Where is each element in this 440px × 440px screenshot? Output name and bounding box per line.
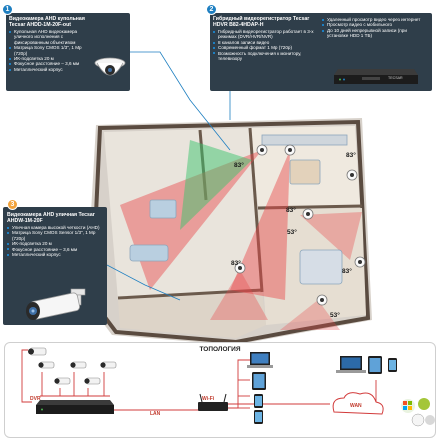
dvr-recorder-icon [334,69,418,84]
angle-label: 83° [342,268,352,275]
plan-camera-1 [256,144,268,156]
dome-camera-info-panel: 1 Видеокамера AHD купольная Tecsar AHDD-… [2,4,130,91]
spec-item: Фокусное расстояние – 3,6 мм [7,247,104,252]
spec-item: Гибридный видеорегистратор работает в 3-… [213,29,317,40]
hall-floor [118,290,266,338]
view-cone-red-2 [230,150,290,300]
bed [299,249,343,285]
spec-item: До 10 дней непрерывной записи (при устан… [322,28,428,39]
table [149,199,177,219]
plan-camera-3 [346,169,358,181]
dvr-info-panel: 2 Гибридный видеорегистратор Tecsar HDVR… [206,4,432,91]
view-cone-red-4 [210,270,268,320]
angle-label: 53° [287,229,297,236]
plan-camera-5 [234,262,246,274]
plan-camera-2 [284,144,296,156]
sofa [129,244,169,262]
angle-label: 83° [346,152,356,159]
spec-list: Гибридный видеорегистратор работает в 3-… [213,29,317,61]
dining-table [289,159,321,185]
spec-list: Купольная AHD видеокамера уличного испол… [9,29,89,72]
spec-item: Купольная AHD видеокамера уличного испол… [9,29,89,45]
dvr-brand-label: TECSAR [388,76,403,80]
panel-title: Гибридный видеорегистратор Tecsar HDVR B… [213,16,310,28]
panel-number-badge: 3 [7,199,18,210]
view-cone-green-1 [180,140,252,230]
spec-item: Удаленный просмотр видео через интернет [322,17,428,22]
bullet-camera-icon [26,288,86,320]
dvr-label: DVR [30,396,41,402]
connector-1 [130,51,231,151]
angle-label: 53° [330,312,340,319]
bullet-camera-info-panel: 3 Видеокамера AHD уличная Tecsar AHDW-1M… [3,199,107,325]
spec-item: Металлический корпус [9,67,89,72]
lan-label: LAN [150,411,161,417]
plan-camera-4 [302,208,314,220]
plan-camera-7 [316,294,328,306]
dome-camera-icon [94,57,126,76]
topology-panel: ТОПОЛОГИЯ [4,342,436,438]
kitchen-counter [261,134,348,146]
connector-3 [106,264,181,301]
wifi-label: Wi-Fi [202,396,215,402]
plan-cameras [234,144,366,306]
view-cone-red-5 [280,300,340,330]
view-cone-red-3 [300,212,362,260]
spec-item: Просмотр видео с мобильного [322,22,428,27]
spec-list: Удаленный просмотр видео через интернет … [322,17,428,39]
panel-title: Видеокамера AHD купольная Tecsar AHDD-1M… [9,16,85,28]
panel-title: Видеокамера AHD уличная Tecsar AHDW-1M-2… [7,212,95,224]
panel-number-badge: 1 [2,4,13,15]
spec-item: Возможность подключения к монитору, теле… [213,51,317,62]
wan-label: WAN [350,403,362,409]
spec-item: Уличная камера высокой четкости (AHD) [7,225,104,230]
angle-label: 83° [231,260,241,267]
spec-list: Уличная камера высокой четкости (AHD) Ма… [7,225,104,257]
spec-item: 8 каналов записи видео [213,40,317,45]
topology-title: ТОПОЛОГИЯ [199,346,241,353]
plan-camera-6 [354,256,366,268]
angle-label: 83° [286,207,296,214]
spec-item: ИК-подсветка 20 м [9,56,89,61]
spec-item: Металлический корпус [7,252,104,257]
spec-item: ИК-подсветка 20 м [7,241,104,246]
spec-item: Современный формат 1 Мр (720р) [213,45,317,50]
panel-number-badge: 2 [206,4,217,15]
spec-item: Фокусное расстояние – 3,6 мм [9,61,89,66]
spec-item: Матрица Sony CMOS Sensor 1/3", 1 Mp (720… [7,230,104,241]
spec-item: Матрица Sony CMOS 1/3", 1 Мр (720р) [9,45,89,56]
angle-label: 83° [234,162,244,169]
